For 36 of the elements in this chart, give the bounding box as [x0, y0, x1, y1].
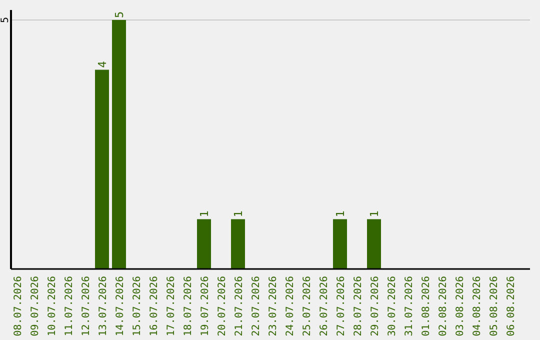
- x-tick-label: 30.07.2026: [387, 276, 398, 336]
- x-tick-label: 03.08.2026: [455, 276, 466, 336]
- x-tick-label: 15.07.2026: [132, 276, 143, 336]
- x-tick-label: 08.07.2026: [13, 276, 24, 336]
- x-tick-label: 11.07.2026: [64, 276, 75, 336]
- x-tick-label: 09.07.2026: [30, 276, 41, 336]
- x-tick-label: 18.07.2026: [183, 276, 194, 336]
- x-tick-label: 20.07.2026: [217, 276, 228, 336]
- data-label: 1: [198, 210, 211, 218]
- x-tick-label: 06.08.2026: [506, 276, 517, 336]
- x-tick-label: 27.07.2026: [336, 276, 347, 336]
- data-label: 1: [232, 210, 245, 218]
- x-tick-label: 22.07.2026: [251, 276, 262, 336]
- x-tick-label: 25.07.2026: [302, 276, 313, 336]
- x-tick-label: 26.07.2026: [319, 276, 330, 336]
- data-label: 1: [334, 210, 347, 218]
- data-label: 4: [96, 60, 109, 68]
- x-tick-label: 29.07.2026: [370, 276, 381, 336]
- x-tick-label: 28.07.2026: [353, 276, 364, 336]
- x-tick-label: 23.07.2026: [268, 276, 279, 336]
- x-tick-label: 17.07.2026: [166, 276, 177, 336]
- x-tick-label: 02.08.2026: [438, 276, 449, 336]
- x-tick-label: 12.07.2026: [81, 276, 92, 336]
- x-tick-label: 05.08.2026: [489, 276, 500, 336]
- data-label: 5: [113, 11, 126, 18]
- x-tick-label: 01.08.2026: [421, 276, 432, 336]
- x-tick-label: 31.07.2026: [404, 276, 415, 336]
- x-tick-label: 10.07.2026: [47, 276, 58, 336]
- x-tick-label: 21.07.2026: [234, 276, 245, 336]
- x-tick-label: 04.08.2026: [472, 276, 483, 336]
- x-tick-label: 16.07.2026: [149, 276, 160, 336]
- x-tick-label: 24.07.2026: [285, 276, 296, 336]
- data-label: 1: [368, 210, 381, 218]
- x-tick-label: 14.07.2026: [115, 276, 126, 336]
- x-tick-label: 19.07.2026: [200, 276, 211, 336]
- x-tick-label: 13.07.2026: [98, 276, 109, 336]
